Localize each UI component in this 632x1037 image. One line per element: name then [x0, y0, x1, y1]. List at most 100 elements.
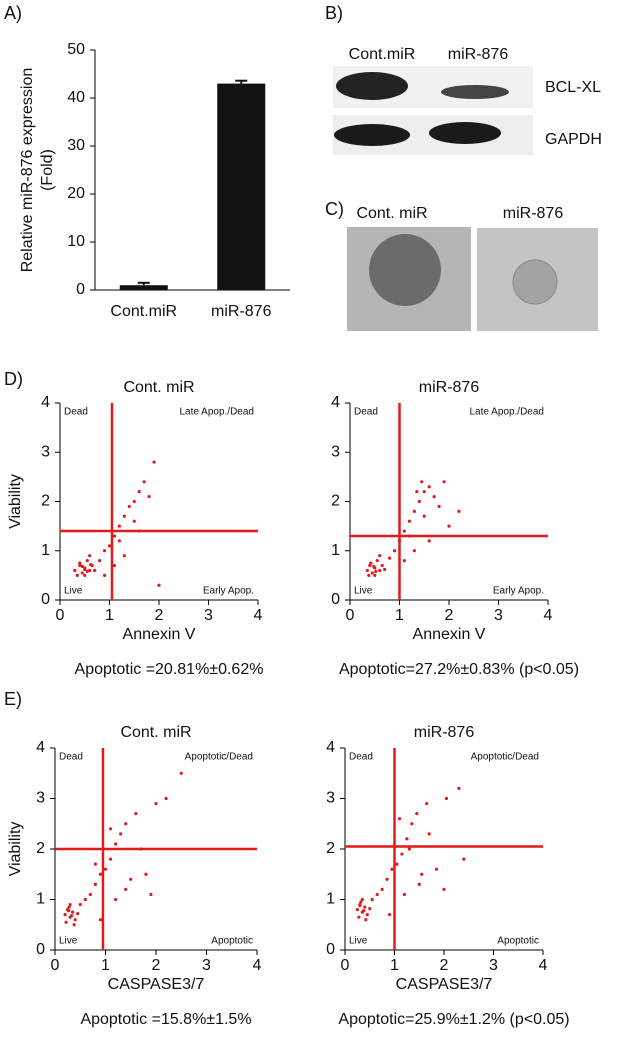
x-tick-label: 0: [56, 607, 65, 624]
point: [149, 892, 153, 897]
point: [67, 905, 71, 909]
point: [420, 480, 424, 484]
point: [359, 900, 363, 904]
y-tick-label: 1: [331, 542, 340, 559]
point: [134, 812, 138, 816]
point: [112, 534, 117, 538]
band-label: GAPDH: [545, 131, 602, 148]
point: [355, 908, 359, 912]
y-tick-label: 40: [67, 89, 85, 106]
band-label: BCL-XL: [545, 79, 601, 96]
plot-title: miR-876: [414, 724, 475, 741]
point: [420, 872, 424, 876]
quadrant-label: Dead: [64, 407, 88, 418]
y-tick-label: 3: [41, 443, 50, 460]
point: [373, 573, 377, 577]
y-tick-label: 0: [331, 591, 340, 608]
y-tick-label: 0: [76, 281, 85, 298]
point: [365, 568, 369, 573]
point: [362, 909, 366, 913]
point: [72, 923, 76, 927]
point: [380, 563, 384, 568]
point: [132, 499, 136, 504]
point: [85, 569, 89, 574]
point: [108, 827, 113, 831]
point: [412, 509, 416, 513]
point: [410, 822, 414, 826]
x-tick-label: 3: [204, 607, 213, 624]
point: [369, 561, 373, 565]
y-axis-label: Relative miR-876 expression: [19, 68, 36, 273]
y-tick-label: 2: [326, 840, 335, 857]
x-tick-label: 0: [341, 957, 350, 974]
y-tick-label: 4: [41, 394, 50, 411]
point: [88, 892, 92, 897]
point: [142, 480, 146, 484]
lane-label: miR-876: [448, 46, 509, 63]
point: [93, 568, 97, 573]
point: [392, 549, 397, 553]
x-axis-label: Annexin V: [123, 626, 196, 643]
y-axis-label: (Fold): [39, 149, 56, 191]
y-tick-label: 3: [36, 790, 45, 807]
point: [98, 559, 102, 563]
point: [67, 909, 71, 913]
x-tick-label: 1: [390, 957, 399, 974]
point: [89, 562, 93, 567]
x-axis-label: Annexin V: [413, 626, 486, 643]
point: [107, 544, 112, 548]
point: [447, 524, 451, 528]
point: [400, 852, 404, 856]
point: [114, 842, 118, 846]
caption: Apoptotic =20.81%±0.62%: [75, 661, 264, 678]
x-tick-label: 3: [494, 607, 503, 624]
spheroid: [512, 259, 558, 305]
point: [375, 892, 379, 897]
y-tick-label: 0: [326, 941, 335, 958]
point: [157, 583, 161, 587]
blot-band: [334, 124, 410, 146]
quadrant-label: Apoptotic: [211, 936, 253, 947]
point: [442, 480, 446, 484]
y-tick-label: 20: [67, 185, 85, 202]
bar: [217, 83, 266, 290]
point: [405, 837, 409, 841]
bar: [119, 285, 168, 290]
point: [71, 910, 75, 914]
quadrant-label: Late Apop./Dead: [469, 407, 544, 418]
point: [432, 494, 436, 499]
x-tick-label: 2: [155, 607, 164, 624]
point: [179, 771, 183, 775]
x-tick-label: 2: [445, 607, 454, 624]
point: [357, 915, 361, 919]
point: [108, 857, 113, 861]
point: [103, 867, 108, 871]
point: [402, 559, 407, 563]
x-tick-label: 4: [253, 957, 262, 974]
point: [358, 903, 362, 908]
point: [164, 796, 168, 801]
x-tick-label: 2: [152, 957, 161, 974]
point: [427, 485, 431, 489]
x-axis-label: CASPASE3/7: [396, 976, 493, 993]
point: [78, 561, 82, 565]
quadrant-label: Early Apop.: [493, 586, 544, 597]
point: [360, 897, 364, 902]
point: [427, 539, 431, 543]
point: [397, 817, 402, 821]
quadrant-label: Live: [354, 586, 373, 597]
x-tick-label: 1: [101, 957, 110, 974]
point: [370, 897, 374, 902]
point: [415, 812, 419, 816]
y-tick-label: 4: [326, 739, 335, 756]
point: [93, 882, 97, 886]
point: [102, 573, 107, 577]
point: [83, 573, 87, 577]
point: [80, 564, 84, 569]
point: [127, 504, 131, 509]
image-label: Cont. miR: [356, 205, 427, 222]
x-tick-label: 4: [544, 607, 553, 624]
point: [70, 914, 74, 918]
point: [388, 556, 392, 560]
